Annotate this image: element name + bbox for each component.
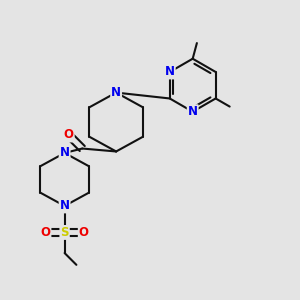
Text: O: O xyxy=(79,226,89,239)
Text: N: N xyxy=(111,86,121,99)
Text: O: O xyxy=(40,226,50,239)
Text: O: O xyxy=(64,128,74,142)
Text: N: N xyxy=(165,65,175,79)
Text: N: N xyxy=(188,105,198,118)
Text: N: N xyxy=(60,200,70,212)
Text: S: S xyxy=(60,226,69,239)
Text: N: N xyxy=(60,146,70,159)
